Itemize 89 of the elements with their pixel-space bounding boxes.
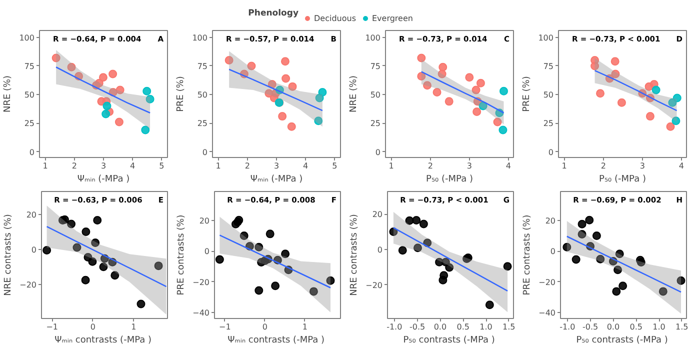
x-tick-label: 2 [428, 162, 433, 170]
y-tick-label: 25 [543, 119, 554, 128]
y-tick-label: 75 [543, 62, 554, 71]
x-axis-title: P₅₀ (-MPa ) [599, 174, 646, 184]
y-tick-label: 100 [192, 33, 208, 42]
x-tick-label: 1.5 [502, 322, 516, 332]
y-tick-label: 0 [377, 245, 383, 254]
x-tick-label: 5 [332, 162, 338, 170]
x-tick-label: 1 [131, 322, 136, 332]
x-axis-title: Ψₘᵢₙ contrasts (-MPa ) [54, 336, 152, 346]
x-axis-title: P₅₀ contrasts (-MPa ) [403, 336, 495, 346]
x-tick-label: 4 [303, 162, 308, 170]
x-tick-label: 3 [274, 162, 280, 170]
legend-label: Deciduous [314, 14, 356, 22]
y-axis-title: NRE contrasts (%) [350, 214, 360, 296]
y-tick-label: 20 [372, 210, 383, 220]
legend-title: Phenology [248, 8, 299, 18]
y-tick-label: 0 [204, 247, 210, 256]
x-tick-label: 0 [90, 322, 96, 332]
y-tick-label: 20 [545, 216, 556, 226]
x-tick-label: 1 [216, 162, 221, 170]
x-tick-label: -0.5 [582, 322, 598, 332]
y-tick-label: 50 [24, 90, 35, 100]
y-axis-title: NRE contrasts (%) [4, 214, 14, 296]
y-tick-label: −20 [538, 278, 556, 287]
x-axis-title: Ψₘᵢₙ contrasts (-MPa ) [228, 336, 325, 346]
y-tick-label: −20 [192, 278, 210, 287]
x-tick-label: 0.5 [456, 322, 470, 332]
y-tick-label: 25 [197, 119, 208, 128]
x-tick-label: 1 [42, 162, 48, 170]
y-axis-title: NRE (%) [3, 75, 14, 113]
x-tick-label: 1 [388, 162, 394, 170]
y-tick-label: −40 [192, 308, 210, 318]
x-tick-label: 1 [562, 162, 567, 170]
y-tick-label: 0 [31, 246, 37, 255]
x-tick-label: 1 [302, 322, 308, 332]
y-tick-label: 100 [538, 33, 554, 42]
x-tick-label: 4 [506, 162, 511, 170]
y-tick-label: 75 [24, 62, 35, 71]
x-tick-label: 2 [600, 162, 606, 170]
y-axis-title: PRE contrasts (%) [176, 214, 187, 296]
y-axis-title: NRE (%) [349, 75, 360, 113]
y-tick-label: 20 [26, 210, 37, 220]
y-tick-label: 100 [365, 33, 381, 42]
x-tick-label: 1.5 [676, 322, 688, 332]
x-tick-label: 5 [159, 162, 164, 170]
x-tick-label: 3 [100, 162, 106, 170]
y-tick-label: 50 [197, 90, 208, 100]
y-tick-label: −40 [538, 308, 556, 318]
x-axis-title: Ψₘᵢₙ (-MPa ) [250, 174, 303, 184]
x-tick-label: 0.5 [630, 322, 642, 332]
y-tick-label: 75 [197, 62, 208, 71]
x-tick-label: 1.0 [652, 322, 666, 332]
x-tick-label: 0.0 [606, 322, 620, 332]
x-tick-label: −1 [219, 322, 231, 332]
x-tick-label: 0 [262, 322, 268, 332]
x-tick-label: 4 [678, 162, 684, 170]
x-tick-label: −1 [46, 322, 58, 332]
x-tick-label: 4 [130, 162, 136, 170]
x-tick-label: -1.0 [386, 322, 402, 332]
x-tick-label: 2 [244, 162, 250, 170]
y-tick-label: −20 [366, 280, 383, 290]
y-tick-label: 25 [370, 119, 381, 128]
y-tick-label: 50 [543, 90, 554, 100]
x-tick-label: 3 [466, 162, 472, 170]
x-tick-label: -0.5 [409, 322, 426, 332]
y-tick-label: 75 [370, 62, 381, 71]
y-tick-label: −20 [20, 280, 37, 290]
y-tick-label: 0 [29, 148, 35, 157]
x-axis-title: P₅₀ (-MPa ) [426, 174, 473, 184]
y-axis-title: PRE (%) [522, 76, 532, 112]
y-tick-label: 50 [370, 90, 381, 100]
y-tick-label: 0 [202, 148, 208, 157]
x-tick-label: 2 [72, 162, 77, 170]
y-tick-label: 25 [24, 119, 35, 128]
x-tick-label: 1.0 [480, 322, 492, 332]
x-axis-title: P₅₀ contrasts (-MPa ) [576, 336, 668, 346]
y-axis-title: PRE contrasts (%) [522, 214, 533, 296]
y-axis-title: PRE (%) [176, 76, 186, 112]
x-tick-label: -1.0 [560, 322, 576, 332]
y-tick-label: 0 [375, 148, 381, 157]
y-tick-label: 0 [548, 148, 554, 157]
x-axis-title: Ψₘᵢₙ (-MPa ) [77, 174, 130, 184]
y-tick-label: 100 [19, 33, 35, 42]
y-tick-label: 20 [199, 216, 210, 226]
x-tick-label: 3 [640, 162, 645, 170]
legend-label: Evergreen [372, 14, 413, 22]
y-tick-label: 0 [550, 247, 556, 256]
x-tick-label: 0.0 [434, 322, 447, 332]
